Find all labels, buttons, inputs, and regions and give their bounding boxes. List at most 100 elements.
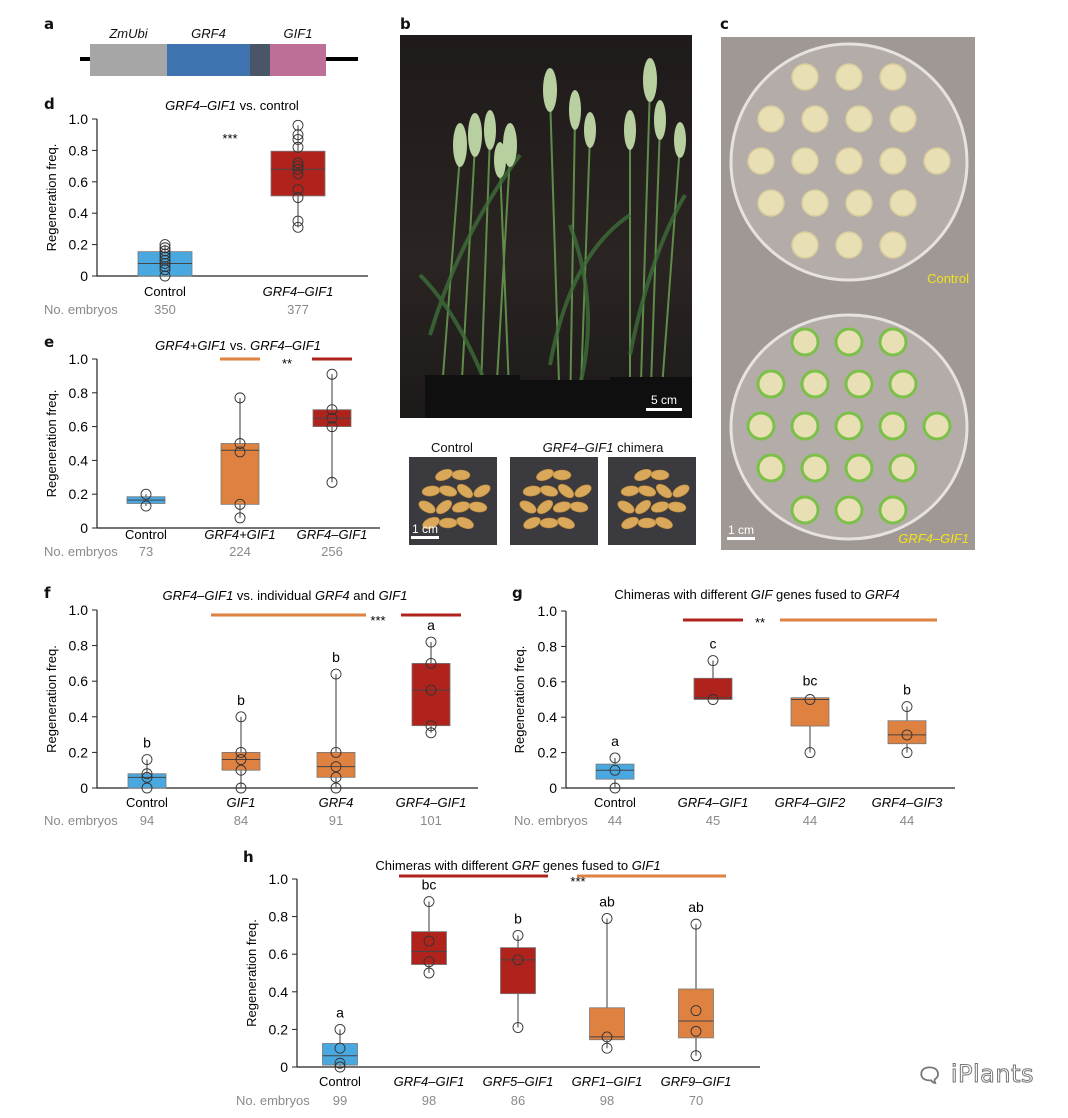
- data-point: [425, 657, 437, 669]
- y-axis-label: Regeneration freq.: [44, 144, 59, 252]
- y-tick-label: 0.8: [538, 638, 558, 654]
- box: [411, 931, 447, 965]
- callus: [922, 411, 952, 441]
- panel-letter-f: f: [44, 584, 51, 602]
- panel-letter-d: d: [44, 95, 55, 113]
- callus: [889, 105, 917, 133]
- seed: [617, 500, 635, 514]
- data-point: [235, 711, 247, 723]
- group-letter: bc: [422, 877, 437, 893]
- callus: [844, 453, 874, 483]
- group-letter: bc: [803, 673, 818, 689]
- callus: [757, 105, 785, 133]
- data-point: [330, 668, 342, 680]
- data-point: [425, 720, 437, 732]
- seed: [468, 501, 488, 513]
- data-point: [326, 476, 338, 488]
- data-point: [804, 694, 816, 705]
- seed: [620, 485, 640, 497]
- data-point: [159, 245, 171, 257]
- data-point: [292, 119, 304, 131]
- seed-photo-chimera-2: [608, 457, 696, 545]
- data-point: [235, 782, 247, 794]
- embryo-count: 350: [154, 302, 176, 317]
- scale-bar-label: 5 cm: [650, 393, 677, 407]
- seed-photo-control: [409, 457, 497, 545]
- data-point: [159, 264, 171, 276]
- segment-gif1: [270, 44, 326, 76]
- callus: [834, 327, 864, 357]
- embryo-count: 44: [608, 813, 622, 828]
- count-label: No. embryos: [44, 302, 118, 317]
- significance-stars: ***: [370, 613, 385, 628]
- x-tick-label: GRF1–GIF1: [572, 1074, 643, 1089]
- chart-title: GRF4+GIF1 vs. GRF4–GIF1: [155, 338, 321, 353]
- count-label: No. embryos: [44, 813, 118, 828]
- embryo-count: 44: [803, 813, 817, 828]
- box: [693, 677, 733, 700]
- seed: [456, 516, 474, 530]
- box: [500, 947, 536, 995]
- segment-label-grf4: GRF4: [191, 26, 226, 41]
- group-letter: ab: [688, 899, 704, 915]
- callus: [801, 105, 829, 133]
- panel-letter-e: e: [44, 333, 55, 351]
- data-point: [235, 746, 247, 758]
- data-point: [292, 160, 304, 172]
- data-point: [425, 684, 437, 696]
- segment-label-zmubi: ZmUbi: [109, 26, 148, 41]
- x-tick-label: GIF1: [227, 795, 256, 810]
- y-axis-label: Regeneration freq.: [44, 390, 59, 498]
- segment-zmubi: [90, 44, 167, 76]
- embryo-count: 377: [287, 302, 309, 317]
- callus: [746, 411, 776, 441]
- seed: [438, 517, 458, 529]
- embryo-count: 44: [900, 813, 914, 828]
- data-point: [901, 729, 913, 741]
- callus: [791, 147, 819, 175]
- chart-f-chimera-vs-individual: GRF4–GIF1 vs. individual GRF4 and GIF1 0 0…: [44, 588, 478, 828]
- data-point: [292, 133, 304, 145]
- data-point: [234, 392, 246, 404]
- seed: [421, 485, 441, 497]
- y-tick-label: 1.0: [69, 602, 89, 618]
- y-tick-label: 0.4: [69, 709, 89, 725]
- seed: [637, 517, 657, 529]
- group-letter: a: [611, 733, 619, 749]
- box: [127, 773, 167, 789]
- box: [220, 443, 260, 505]
- data-point: [141, 754, 153, 765]
- data-point: [159, 242, 171, 254]
- chart-title: Chimeras with different GRF genes fused …: [375, 858, 660, 873]
- data-point: [423, 896, 435, 908]
- callus: [791, 231, 819, 259]
- chart-d-regeneration-control-vs-chimera: GRF4–GIF1 vs. control 0 0.2 0.4 0.6 0.8 1.0 Reg…: [44, 98, 368, 317]
- seed-scale-bar-label: 1 cm: [411, 522, 438, 536]
- data-point: [330, 771, 342, 783]
- data-point: [423, 956, 435, 968]
- data-point: [234, 498, 246, 510]
- seed: [536, 468, 554, 482]
- wheat-plants-illustration: [418, 58, 692, 418]
- x-tick-label: GRF4–GIF1: [394, 1074, 465, 1089]
- data-point: [141, 771, 153, 783]
- callus: [845, 189, 873, 217]
- data-point: [334, 1057, 346, 1069]
- data-point: [159, 261, 171, 273]
- seed: [418, 500, 436, 514]
- box: [411, 663, 451, 727]
- data-point: [330, 782, 342, 794]
- y-tick-label: 1.0: [69, 351, 89, 367]
- data-point: [707, 655, 719, 667]
- seed: [552, 501, 572, 513]
- data-point: [601, 913, 613, 924]
- seed: [574, 484, 592, 498]
- seed: [539, 485, 559, 497]
- seed: [634, 499, 652, 515]
- y-tick-label: 0.8: [69, 385, 89, 401]
- y-tick-label: 0.8: [69, 638, 89, 654]
- box: [595, 763, 635, 780]
- y-tick-label: 0.4: [269, 984, 289, 1000]
- panel-letter-a: a: [44, 15, 55, 33]
- callus: [878, 411, 908, 441]
